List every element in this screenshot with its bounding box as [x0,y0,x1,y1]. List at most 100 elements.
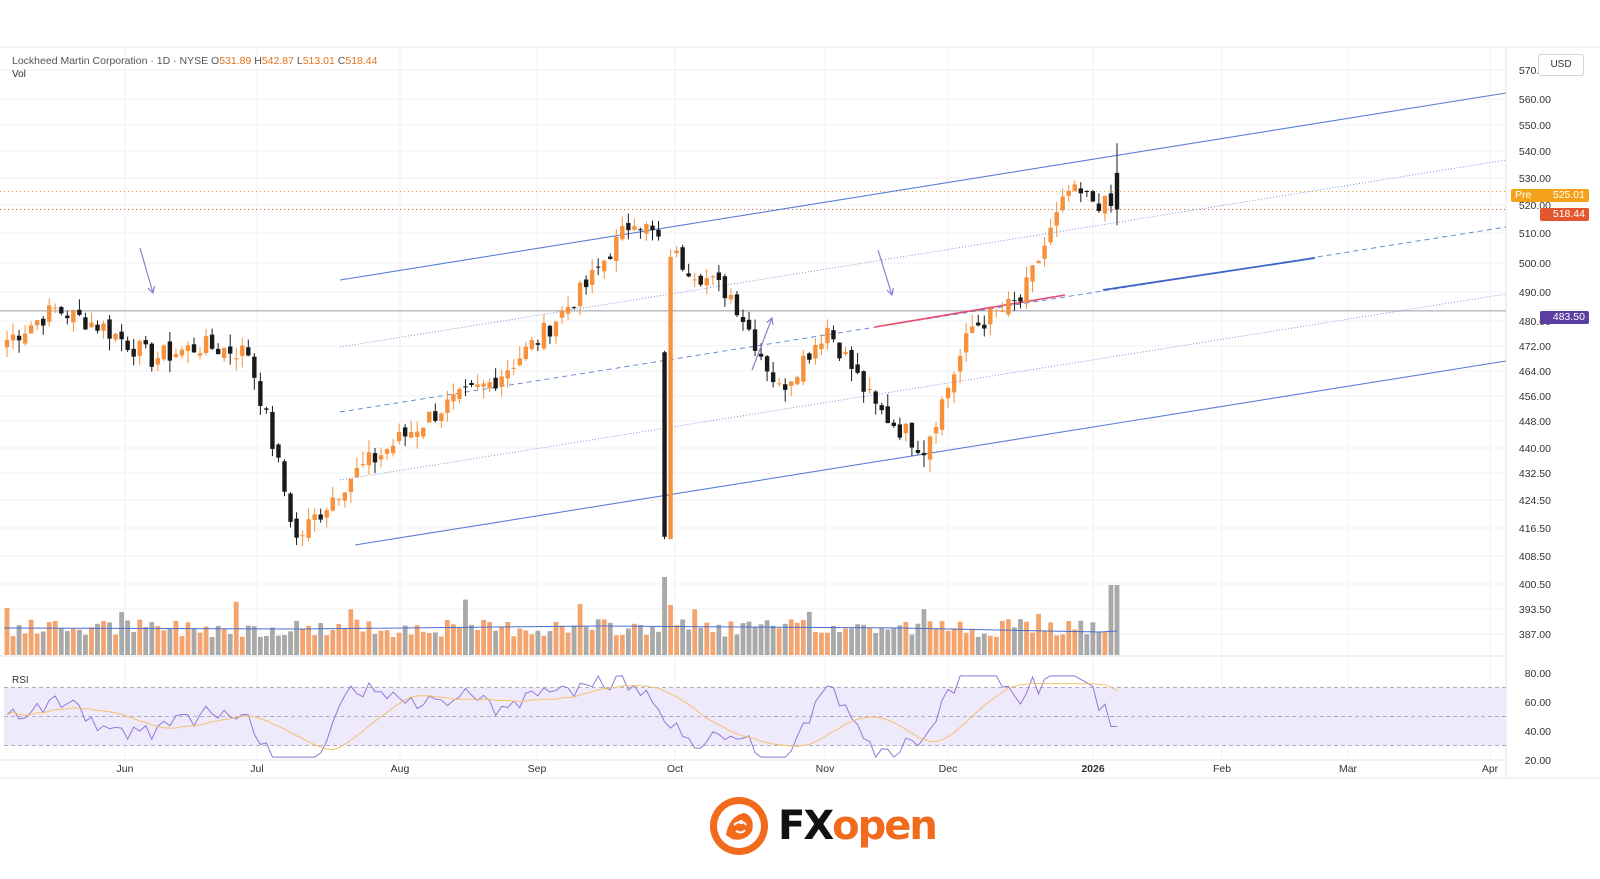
projection-line [1102,257,1316,291]
candle-body [734,294,740,316]
volume-bar [819,632,824,655]
candle-body [487,382,492,389]
candle-body [264,408,269,410]
volume-bar [843,628,848,655]
volume-bar [276,635,281,655]
candle-body [1030,265,1035,282]
open-value: 531.89 [219,55,252,67]
currency-button[interactable]: USD [1538,54,1584,76]
candle-body [433,411,438,421]
candle-body [583,279,589,288]
candle-body [1042,245,1047,259]
pre-market-label: Pre [1515,189,1532,201]
volume-bar [432,632,438,655]
candle-body [481,383,486,387]
price-tick-label: 530.00 [1519,173,1551,185]
candle-body [963,333,969,353]
volume-bar [1078,620,1084,655]
symbol-header: Lockheed Martin Corporation · 1D · NYSE … [12,55,377,67]
volume-bar [698,627,704,655]
volume-bar [619,634,625,655]
volume-bar [40,631,46,655]
candle-body [668,256,673,540]
volume-bar [638,624,643,655]
price-tick-label: 540.00 [1519,146,1551,158]
volume-bar [1048,622,1054,655]
volume-bar [89,627,94,655]
candle-body [155,358,161,365]
price-tick-label: 472.00 [1519,341,1551,353]
volume-bar [529,634,535,655]
volume-bar [83,634,88,655]
candle-body [1006,298,1011,315]
volume-bar [1072,629,1078,655]
volume-bar [680,619,686,655]
candle-body [704,278,709,286]
price-levels [0,190,1506,312]
candle-body [396,431,402,442]
candle-body [957,356,963,372]
time-tick-label: Oct [667,763,683,775]
price-tick-label: 550.00 [1519,120,1551,132]
candle-body [439,413,444,422]
candle-body [680,247,685,270]
volume-bar [107,622,112,655]
price-tick-label: 490.00 [1519,287,1551,299]
volume-bar [294,620,299,655]
volume-bar [674,625,680,655]
volume-bar [70,628,76,655]
volume-bar [457,627,462,655]
volume-label: Vol [12,69,26,80]
candle-body [873,391,878,404]
candle-body [282,461,287,492]
time-tick-label: 2026 [1081,763,1105,775]
candle-body [209,334,215,349]
channel-upper-line [339,92,1507,281]
candle-body [789,381,794,386]
volume-bar [64,631,70,655]
volume-bar [306,625,312,655]
volume-bar [426,632,432,655]
candle-body [565,306,571,314]
candle-body [783,384,788,390]
brand-fx: FX [778,803,834,849]
volume-bar [270,627,275,655]
volume-bar [734,634,740,655]
candle-body [1000,310,1005,312]
rsi-panel [4,674,1506,759]
candle-body [746,319,752,330]
volume-bar [1054,635,1060,655]
volume-bar [113,634,118,655]
rsi-label: RSI [12,675,29,686]
volume-bar [806,611,812,655]
candle-body [577,282,583,307]
candle-body [360,464,366,466]
rsi-tick-label: 60.00 [1525,697,1551,709]
candle-body [77,309,82,315]
volume-bar [541,635,547,655]
candle-body [203,336,209,354]
time-tick-label: Jul [250,763,263,775]
candle-body [801,355,806,382]
candle-body [728,295,734,300]
candle-body [879,405,884,411]
volume-bar [221,629,227,655]
candle-body [843,352,848,354]
price-tick-label: 424.50 [1519,495,1551,507]
volume-bar [475,630,480,655]
candle-body [855,364,860,373]
volume-bar [282,634,287,655]
volume-bar [945,630,951,655]
candle-body [95,324,100,331]
volume-bar [396,632,402,655]
volume-bar [656,631,661,655]
candle-body [1012,300,1017,302]
candle-body [161,345,167,360]
candle-body [16,335,22,341]
candle-body [457,388,462,399]
close-label: C [337,55,346,67]
volume-bar [22,633,28,655]
volume-bar [589,629,595,655]
volume-bar [668,605,673,655]
